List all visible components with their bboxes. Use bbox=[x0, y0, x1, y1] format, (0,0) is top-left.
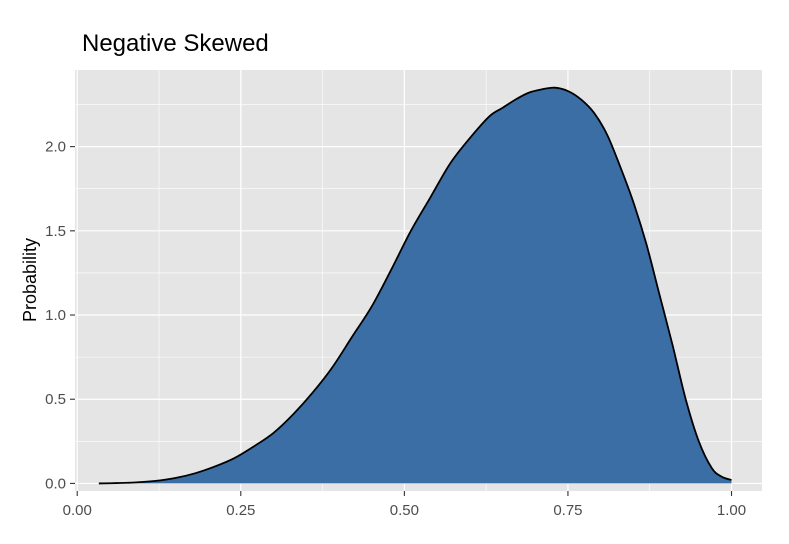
x-tick-label: 1.00 bbox=[717, 502, 746, 519]
y-axis-title: Probability bbox=[20, 238, 40, 322]
density-outline bbox=[98, 86, 732, 485]
x-axis: 0.00 0.25 0.50 0.75 1.00 bbox=[63, 491, 746, 519]
x-tick-label: 0.50 bbox=[390, 502, 419, 519]
x-tick-label: 0.25 bbox=[226, 502, 255, 519]
y-tick-label: 1.0 bbox=[45, 307, 66, 324]
x-tick-label: 0.75 bbox=[553, 502, 582, 519]
y-tick-label: 0.0 bbox=[45, 475, 66, 492]
y-tick-label: 2.0 bbox=[45, 139, 66, 156]
y-tick-label: 0.5 bbox=[45, 391, 66, 408]
y-axis: 0.0 0.5 1.0 1.5 2.0 bbox=[45, 139, 75, 492]
y-tick-label: 1.5 bbox=[45, 223, 66, 240]
x-tick-label: 0.00 bbox=[63, 502, 92, 519]
density-area bbox=[98, 87, 732, 484]
chart-title: Negative Skewed bbox=[82, 30, 269, 57]
